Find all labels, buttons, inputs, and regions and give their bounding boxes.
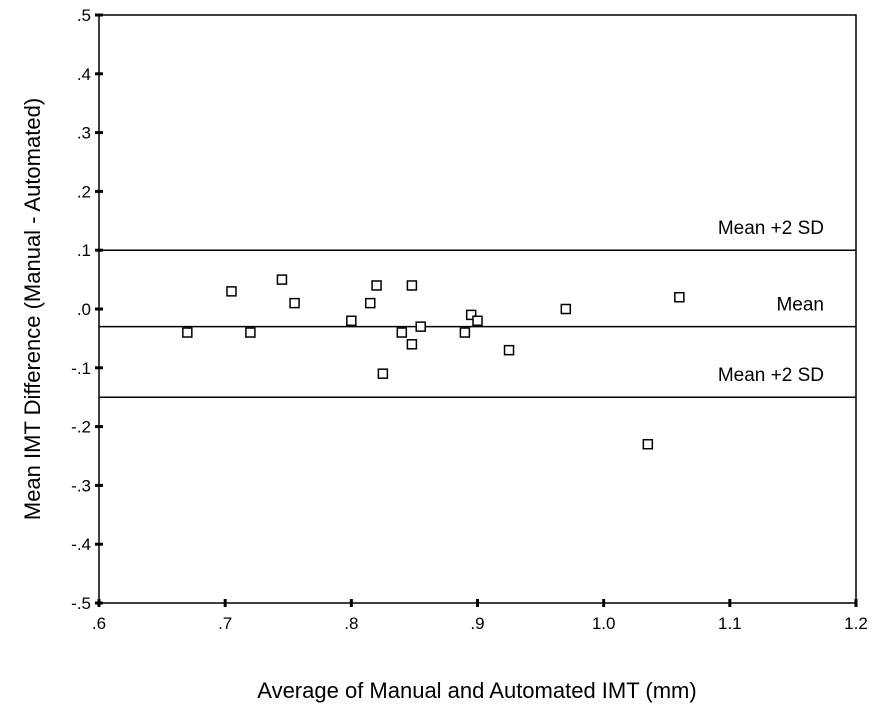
reference-lines: Mean +2 SD Mean Mean +2 SD [99,218,856,398]
data-point [415,321,426,332]
data-point [226,286,237,297]
data-point [289,297,300,309]
data-point [642,438,654,450]
data-point [182,327,193,338]
data-point [465,309,477,321]
y-tick-label: .1 [77,241,91,260]
y-axis-title: Mean IMT Difference (Manual - Automated) [20,98,45,520]
data-point [346,315,357,327]
reference-line-label: Mean +2 SD [718,218,824,239]
data-point [560,303,572,315]
y-tick-label: .3 [77,124,91,143]
y-tick-label: -.4 [71,535,91,554]
data-point [459,327,471,338]
data-points [182,274,685,450]
x-axis: .6 .7 .8 .9 1.0 1.1 1.2 [92,599,868,633]
data-point [371,280,382,291]
reference-line-label: Mean +2 SD [718,365,824,386]
y-tick-label: .4 [77,65,91,84]
data-point [245,327,256,338]
y-tick-label: -.5 [71,594,91,613]
x-tick-label: 1.0 [592,614,616,633]
y-axis: .5 .4 .3 .2 .1 .0 -.1 -.2 -.3 -.4 -.5 [71,6,103,613]
x-tick-label: .7 [218,614,232,633]
data-point [674,291,685,303]
data-point [365,297,376,309]
x-tick-label: .9 [470,614,484,633]
y-tick-label: -.3 [71,476,91,495]
y-tick-label: .0 [77,300,91,319]
x-axis-title: Average of Manual and Automated IMT (mm) [257,678,696,703]
data-point [396,327,408,338]
x-tick-label: .6 [92,614,106,633]
y-tick-label: .5 [77,6,91,25]
data-point [406,339,418,350]
x-tick-label: 1.1 [718,614,742,633]
data-point [406,280,418,291]
data-point [377,368,389,379]
x-tick-label: .8 [344,614,358,633]
data-point [472,315,483,327]
x-tick-label: 1.2 [844,614,868,633]
reference-line-label: Mean [776,295,824,316]
data-point [503,344,515,356]
y-tick-label: -.2 [71,418,91,437]
plot-frame [98,14,857,604]
y-tick-label: .2 [77,182,91,201]
y-tick-label: -.1 [71,359,91,378]
data-point [276,274,288,285]
